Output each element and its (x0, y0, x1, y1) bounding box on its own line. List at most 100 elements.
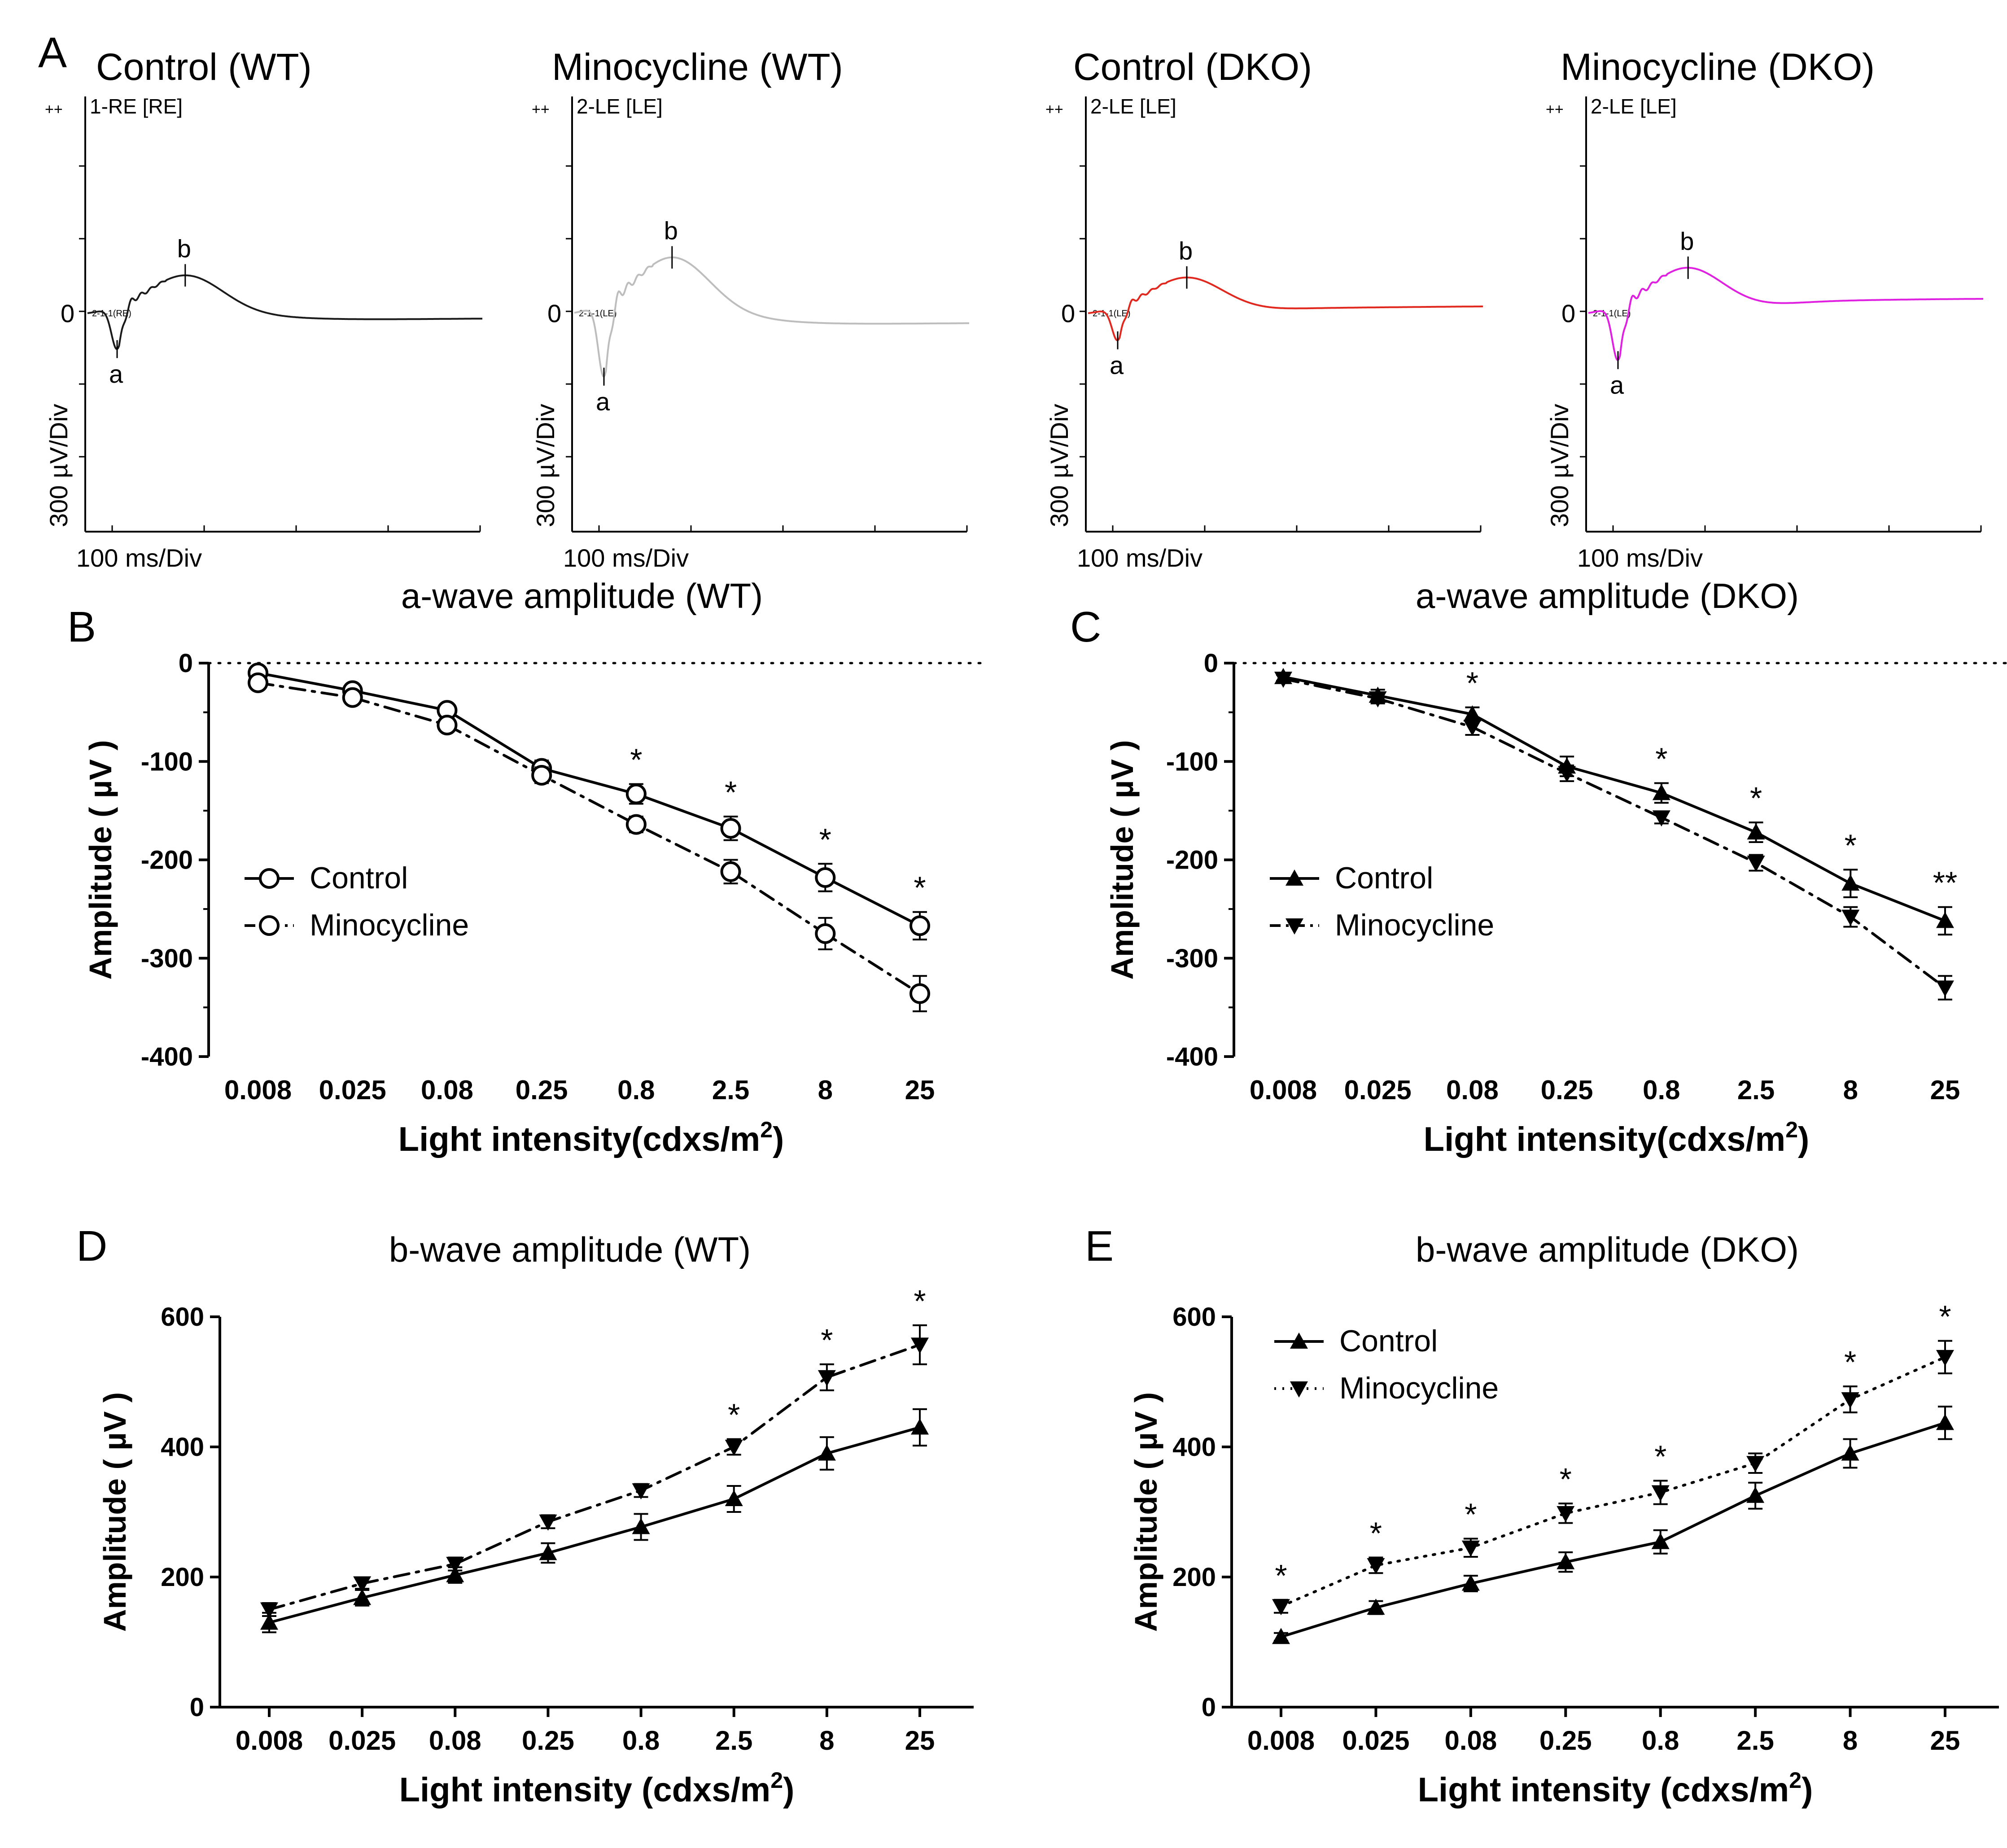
data-point (1558, 766, 1576, 782)
x-tick-label: 8 (819, 1726, 834, 1756)
y-axis-label: Amplitude ( µV ) (83, 740, 118, 979)
x-tick-label: 0.025 (328, 1726, 396, 1756)
data-point (725, 1440, 743, 1456)
data-point (259, 868, 280, 889)
y-tick-label: 0 (1204, 649, 1218, 678)
series-line (1280, 1355, 1946, 1608)
x-tick-label: 25 (905, 1075, 935, 1105)
x-axis-label-main: Light intensity (cdxs/m (1418, 1771, 1789, 1809)
erg-trace-line (574, 256, 969, 378)
data-point (353, 1589, 372, 1605)
series-minocycline (1274, 672, 1954, 1000)
x-axis-label-end: ) (783, 1771, 794, 1809)
y-axis-label: Amplitude ( µV ) (1105, 740, 1140, 979)
channel-label: 2-LE [LE] (1090, 95, 1176, 118)
x-tick-label: 0.008 (224, 1075, 292, 1105)
legend-label: Minocycline (1335, 908, 1494, 942)
panel-label-c: C (1070, 603, 1101, 651)
data-point (1272, 1628, 1290, 1644)
y-tick-label: -400 (1166, 1042, 1218, 1071)
significance-marker: ** (1933, 865, 1957, 900)
trace-ylabel: 300 µV/Div (531, 404, 560, 527)
trace-marker-label: 2-1-1(LE) (1093, 309, 1130, 319)
zero-label: 0 (61, 299, 74, 328)
x-tick-label: 25 (1930, 1726, 1960, 1756)
x-tick-label: 0.25 (1541, 1075, 1593, 1105)
legend-label: Control (1339, 1324, 1438, 1358)
y-tick-label: -300 (1166, 944, 1218, 973)
data-point (1290, 1332, 1308, 1349)
y-tick-label: -100 (141, 747, 193, 776)
series-line (268, 1343, 921, 1611)
series-line (268, 1426, 921, 1624)
data-point (818, 1444, 836, 1461)
panel-label-b: B (67, 603, 96, 651)
y-tick-label: 200 (1172, 1563, 1216, 1592)
data-point (446, 1557, 464, 1573)
significance-marker: * (914, 870, 926, 905)
channel-label: 1-RE [RE] (90, 95, 183, 118)
data-point (1841, 874, 1860, 891)
x-axis-label-superscript: 2 (760, 1117, 773, 1142)
chart-title: b-wave amplitude (WT) (389, 1230, 751, 1269)
data-point (909, 915, 930, 936)
panel-label-a: A (38, 29, 67, 77)
significance-marker: * (821, 1323, 833, 1358)
a-wave-label: a (1610, 371, 1624, 399)
chart-title: b-wave amplitude (DKO) (1416, 1230, 1799, 1269)
significance-marker: * (725, 775, 737, 810)
x-tick-label: 0.08 (421, 1075, 473, 1105)
zero-label: 0 (547, 299, 561, 328)
legend-label: Minocycline (310, 908, 469, 942)
x-tick-label: 0.25 (522, 1726, 574, 1756)
data-point (818, 1370, 836, 1386)
x-tick-label: 2.5 (1737, 1075, 1775, 1105)
significance-marker: * (1560, 1462, 1572, 1497)
y-tick-label: -300 (141, 944, 193, 973)
significance-marker: * (1466, 666, 1478, 701)
significance-marker: * (1370, 1516, 1382, 1551)
data-point (911, 1337, 929, 1354)
x-tick-label: 0.08 (1446, 1075, 1499, 1105)
trace-title: Minocycline (WT) (552, 46, 843, 88)
significance-marker: * (630, 743, 642, 778)
x-tick-label: 0.8 (1643, 1075, 1680, 1105)
data-point (260, 1602, 278, 1619)
significance-marker: * (1844, 1345, 1856, 1380)
data-point (1651, 1485, 1670, 1502)
data-point (1274, 672, 1292, 688)
chart-b: a-wave amplitude (WT) 0.008 0.025 0.08 0.25 0… (83, 576, 988, 1158)
data-point (1369, 691, 1387, 708)
significance-marker: * (1654, 1439, 1666, 1474)
y-tick-label: 0 (190, 1693, 204, 1722)
a-wave-label: a (1110, 351, 1124, 380)
y-tick-label: -200 (1166, 846, 1218, 875)
significance-marker: * (819, 822, 831, 857)
x-axis-label-end: ) (773, 1120, 784, 1158)
y-tick-label: 600 (1172, 1302, 1216, 1332)
data-point (1936, 1350, 1954, 1366)
erg-trace-panel-4: Minocycline (DKO) ++ 2-LE [LE] 0 300 µV/Div1… (1545, 46, 1983, 572)
legend-item-minocycline: Minocycline (245, 908, 469, 942)
x-axis-label-superscript: 2 (1789, 1768, 1801, 1793)
trace-xlabel: 100 ms/Div (563, 544, 689, 572)
y-tick-label: -200 (141, 846, 193, 875)
data-point (1841, 909, 1860, 926)
x-axis-label-end: ) (1798, 1120, 1809, 1158)
y-axis-label: Amplitude ( µV ) (97, 1392, 132, 1632)
x-tick-label: 0.8 (617, 1075, 655, 1105)
trace-xlabel: 100 ms/Div (1577, 544, 1703, 572)
x-tick-label: 25 (1930, 1075, 1960, 1105)
corner-mark: ++ (532, 101, 550, 118)
erg-trace-line (87, 274, 482, 350)
data-point (353, 1576, 372, 1593)
series-line (1282, 675, 1946, 922)
legend-item-control: Control (245, 861, 408, 895)
panel-label-e: E (1085, 1222, 1114, 1270)
data-point (342, 687, 363, 708)
y-tick-label: -100 (1166, 747, 1218, 776)
x-axis-label: Light intensity (cdxs/m2) (1418, 1768, 1813, 1809)
x-tick-label: 2.5 (712, 1075, 749, 1105)
x-tick-label: 0.025 (1344, 1075, 1412, 1105)
significance-marker: * (1655, 741, 1667, 776)
